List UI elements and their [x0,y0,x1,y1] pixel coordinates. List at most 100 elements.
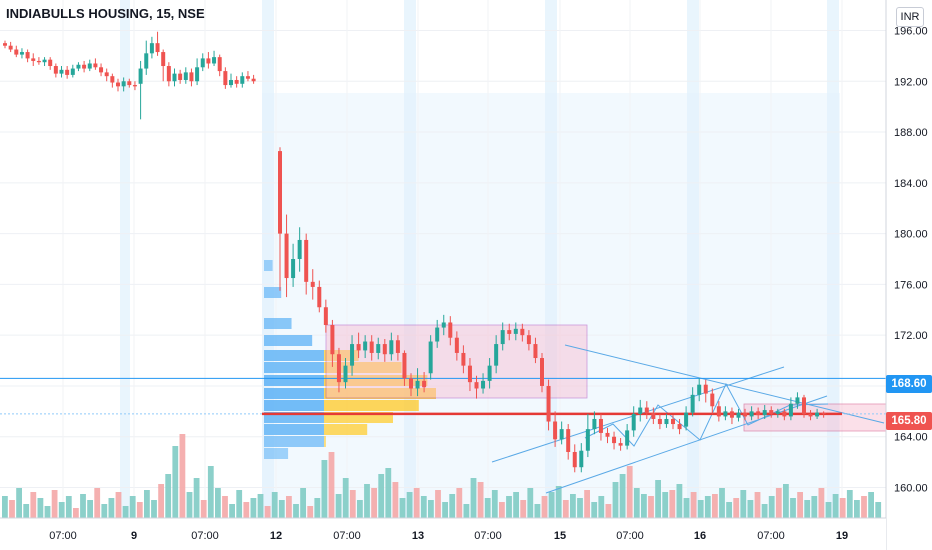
volume-bar [477,482,484,518]
volume-bar [250,498,257,518]
session-band [120,0,130,518]
volume-bar [264,506,271,518]
volume-bar [364,484,370,518]
volume-bar [300,488,306,518]
candle-body [605,432,610,437]
candle-body [93,63,98,68]
candle-body [566,429,571,452]
candle-body [343,365,348,383]
y-tick-label: 176.00 [894,279,928,291]
candle-body [155,43,160,53]
candle-body [251,78,256,82]
volume-bar [605,504,612,518]
candle-body [520,328,525,336]
candle-body [132,85,137,87]
volume-profile-bar [264,448,289,459]
candle-body [350,344,355,366]
x-tick-label: 13 [412,530,424,542]
candle-body [618,443,623,446]
volume-profile-bar [264,350,324,361]
candle-body [240,76,245,84]
candle-body [572,451,577,468]
volume-bar [754,492,761,518]
candle-body [42,59,47,63]
volume-bar [839,498,846,518]
volume-bar [704,496,711,518]
candle-body [161,52,166,67]
volume-bar [293,504,299,518]
candle-body [212,57,217,64]
volume-bar [144,490,150,518]
candle-body [121,81,126,87]
candle-body [389,340,394,355]
volume-bar [783,484,789,518]
volume-profile-bar [264,335,313,346]
volume-bar [158,484,164,518]
volume-bar [243,502,250,518]
candle-body [149,43,154,54]
candle-body [363,341,368,351]
candle-body [395,340,400,353]
volume-bar [591,502,598,518]
candle-body [546,385,551,422]
currency-badge[interactable]: INR [896,7,924,27]
volume-bar [172,446,179,518]
volume-bar [662,492,669,518]
candle-body [402,352,407,379]
volume-profile-bar [324,375,428,386]
volume-bar [165,474,172,518]
volume-bar [278,500,285,518]
candle-body [304,239,309,282]
volume-bar [775,488,782,518]
candle-body [598,418,603,433]
candle-body [323,307,328,326]
x-tick-label: 07:00 [333,530,361,542]
volume-bar [868,492,874,518]
level-price-label: 168.60 [886,375,932,393]
volume-bar [818,488,825,518]
volume-bar [80,494,86,518]
candle-body [592,418,597,430]
volume-profile-bar [324,388,436,399]
volume-bar [555,486,562,518]
candle-body [808,413,813,417]
volume-bar [200,500,207,518]
candle-body [278,151,282,234]
candle-body [76,64,81,69]
candle-body [481,380,486,389]
x-tick-label: 16 [694,530,706,542]
volume-bar [65,496,72,518]
volume-bar [790,498,796,518]
volume-profile-bar [324,400,419,411]
volume-profile-bar [264,412,324,423]
volume-bar [392,482,399,518]
candle-body [625,430,630,446]
volume-profile-bar [264,388,324,399]
candle-body [579,450,584,468]
volume-bar [854,500,860,518]
volume-bar [286,496,292,518]
volume-bar [633,488,640,518]
session-band [827,0,839,518]
candle-body [336,354,341,383]
candle-body [110,76,115,83]
volume-bar [456,488,463,518]
volume-profile-bar [324,412,393,423]
volume-profile-bar [264,375,324,386]
trend-line [564,344,885,424]
x-tick-label: 15 [554,530,566,542]
candle-body [356,344,361,351]
candle-body [8,45,13,50]
volume-bar [314,498,321,518]
candle-body [183,72,188,80]
candle-body [540,358,544,386]
volume-bar [44,506,51,518]
volume-profile-bar [264,424,324,435]
candle-body [802,397,806,414]
volume-bar [349,490,356,518]
date-range-region [262,93,840,518]
volume-bar [151,500,157,518]
candle-body [31,58,36,61]
candle-body [104,72,109,77]
